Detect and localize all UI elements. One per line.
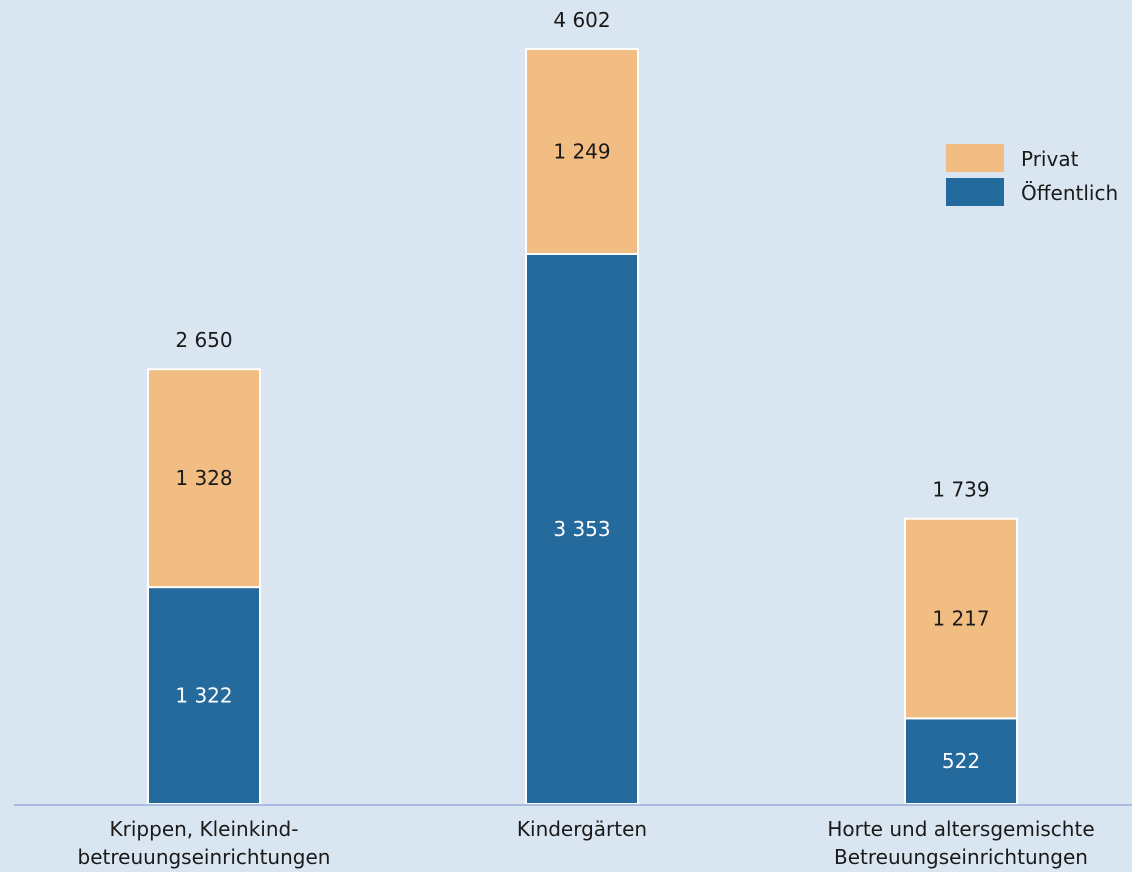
category-label-3-line-1: Horte und altersgemischte: [827, 817, 1094, 841]
bar-privat-1: [147, 368, 261, 589]
data-label-offentlich-2: 3 353: [553, 517, 610, 541]
data-label-offentlich-3: 522: [942, 749, 980, 773]
bar-privat-2: [525, 48, 639, 255]
legend-label-privat: Privat: [1021, 147, 1079, 171]
category-label-1-line-1: Krippen, Kleinkind-: [110, 817, 299, 841]
data-label-privat-2: 1 249: [553, 139, 610, 163]
data-label-offentlich-1: 1 322: [175, 684, 232, 708]
category-label-2-line-1: Kindergärten: [517, 817, 647, 841]
data-label-privat-3: 1 217: [932, 607, 989, 631]
category-label-1-line-2: betreuungseinrichtungen: [78, 845, 331, 869]
legend-swatch-privat: [946, 144, 1004, 172]
category-labels: Krippen, Kleinkind-betreuungseinrichtung…: [78, 817, 1095, 869]
legend-label-offentlich: Öffentlich: [1021, 181, 1118, 205]
total-label-2: 4 602: [553, 8, 610, 32]
data-label-privat-1: 1 328: [175, 466, 232, 490]
category-label-3-line-2: Betreuungseinrichtungen: [834, 845, 1088, 869]
bars-group: 1 322 1 328 2 650 3 353 1 249 4 602 522 1 217 1 …: [147, 8, 1018, 806]
legend: Privat Öffentlich: [946, 144, 1118, 206]
total-label-3: 1 739: [932, 478, 989, 502]
bar-privat-3: [904, 517, 1018, 720]
total-label-1: 2 650: [175, 328, 232, 352]
bar-offentlich-1: [147, 586, 261, 806]
legend-swatch-offentlich: [946, 178, 1004, 206]
